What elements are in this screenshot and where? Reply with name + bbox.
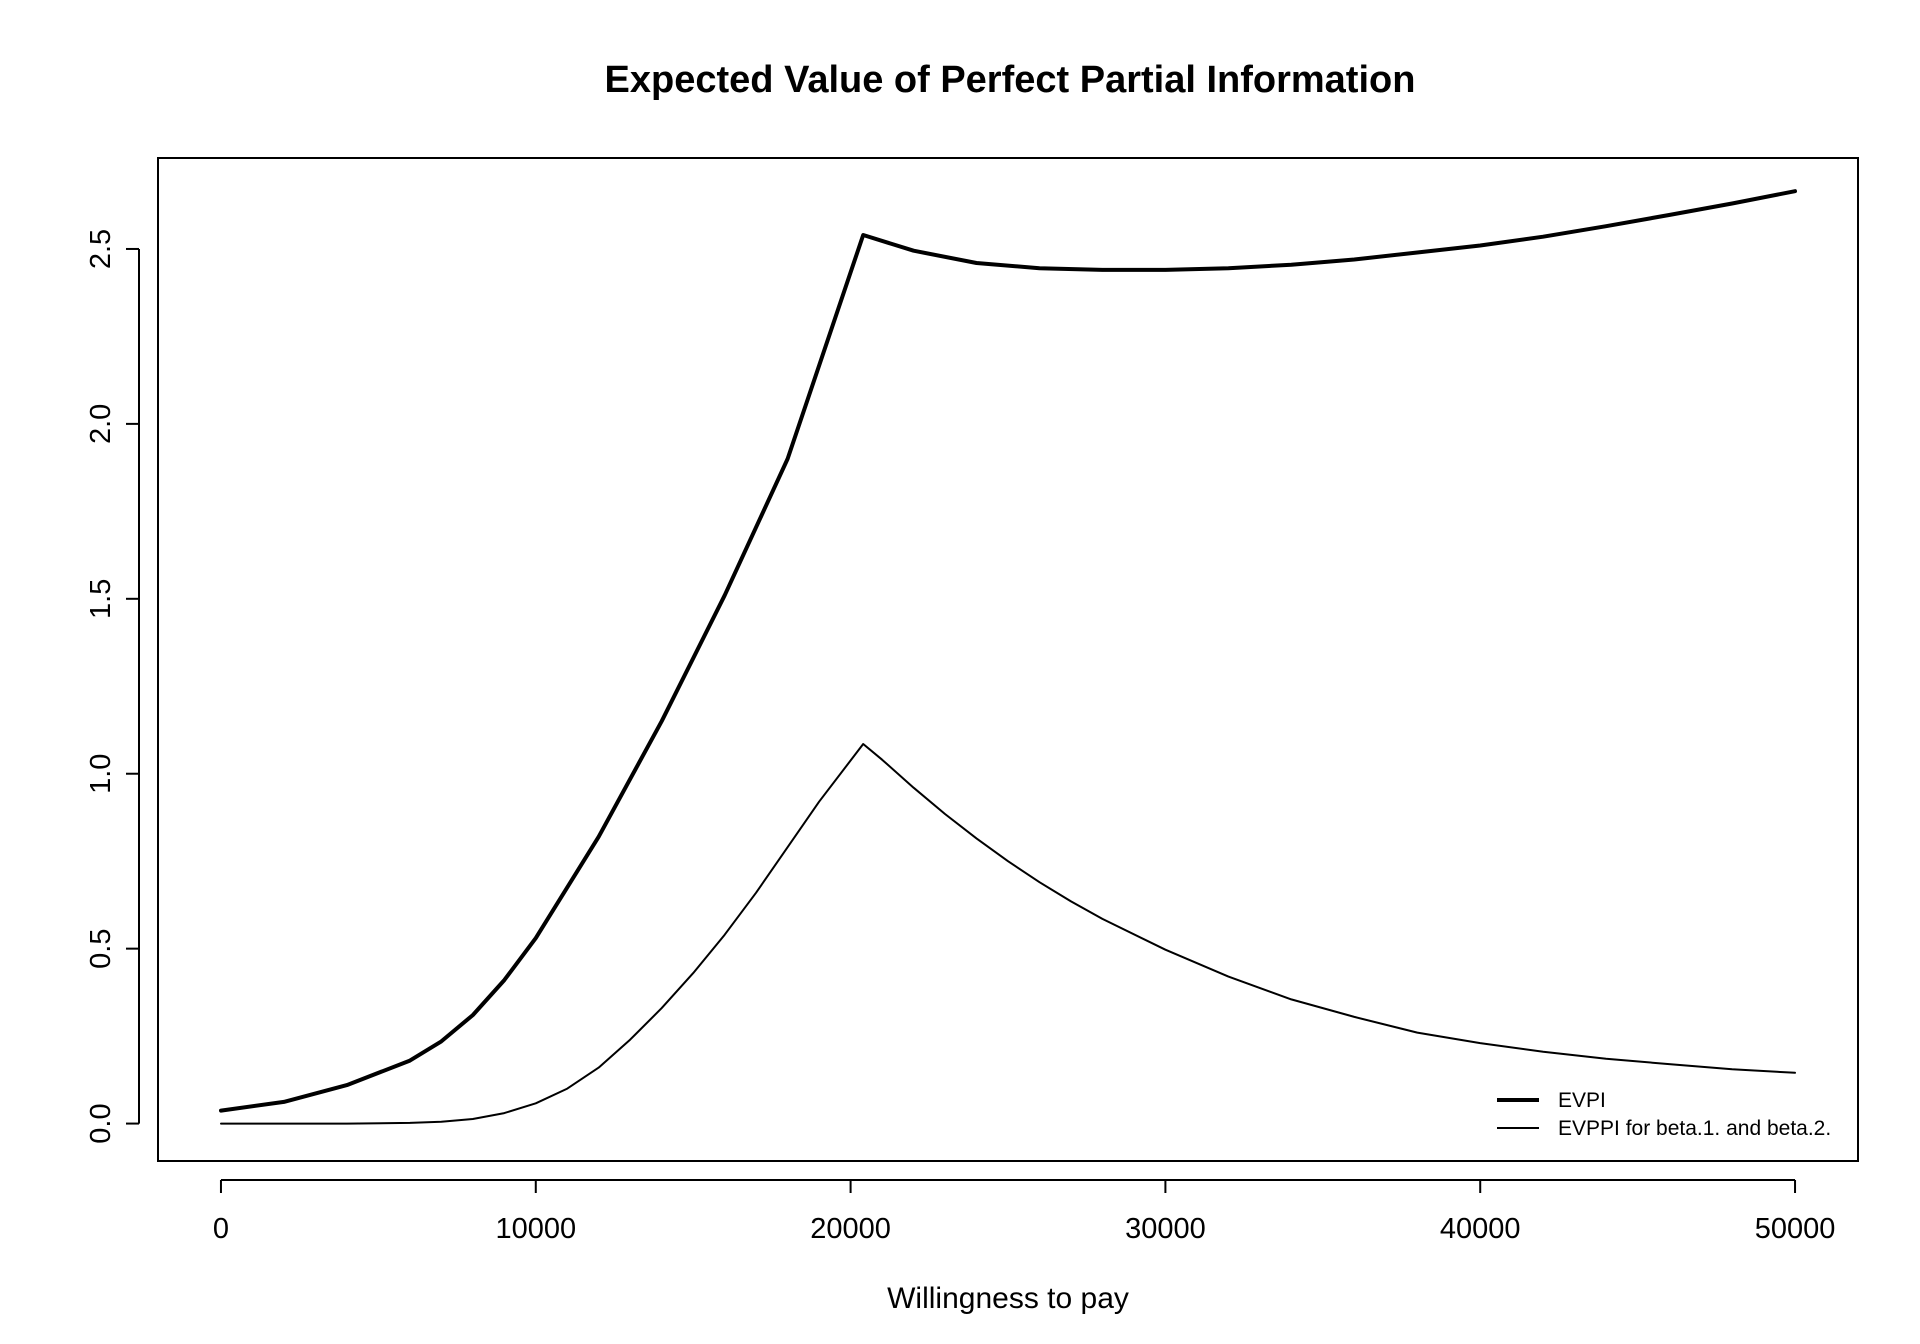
y-axis: 0.0 0.5 1.0 1.5 2.0 2.5 <box>85 229 140 1144</box>
y-tick-label: 2.5 <box>85 229 117 269</box>
legend-label-0: EVPI <box>1558 1089 1606 1112</box>
x-tick-label: 30000 <box>1125 1213 1206 1245</box>
chart-title: Expected Value of Perfect Partial Inform… <box>605 59 1416 101</box>
x-tick-label: 50000 <box>1755 1213 1836 1245</box>
y-tick-label: 1.5 <box>85 579 117 619</box>
x-tick-label: 10000 <box>495 1213 576 1245</box>
y-tick-label: 0.0 <box>85 1103 117 1143</box>
x-tick-label: 40000 <box>1440 1213 1521 1245</box>
series-line-0 <box>219 189 1797 1113</box>
legend: EVPI EVPPI for beta.1. and beta.2. <box>1497 1089 1831 1140</box>
plot-frame <box>157 157 1859 1162</box>
y-tick-label: 0.5 <box>85 928 117 968</box>
y-tick-label: 1.0 <box>85 754 117 794</box>
series-line-1 <box>220 743 1796 1125</box>
x-tick-label: 0 <box>213 1213 229 1245</box>
series-layer <box>219 189 1797 1125</box>
x-axis: 0 10000 20000 30000 40000 50000 <box>213 1179 1836 1245</box>
x-tick-label: 20000 <box>810 1213 891 1245</box>
legend-label-1: EVPPI for beta.1. and beta.2. <box>1558 1117 1831 1140</box>
y-tick-label: 2.0 <box>85 404 117 444</box>
x-axis-label: Willingness to pay <box>887 1282 1129 1315</box>
